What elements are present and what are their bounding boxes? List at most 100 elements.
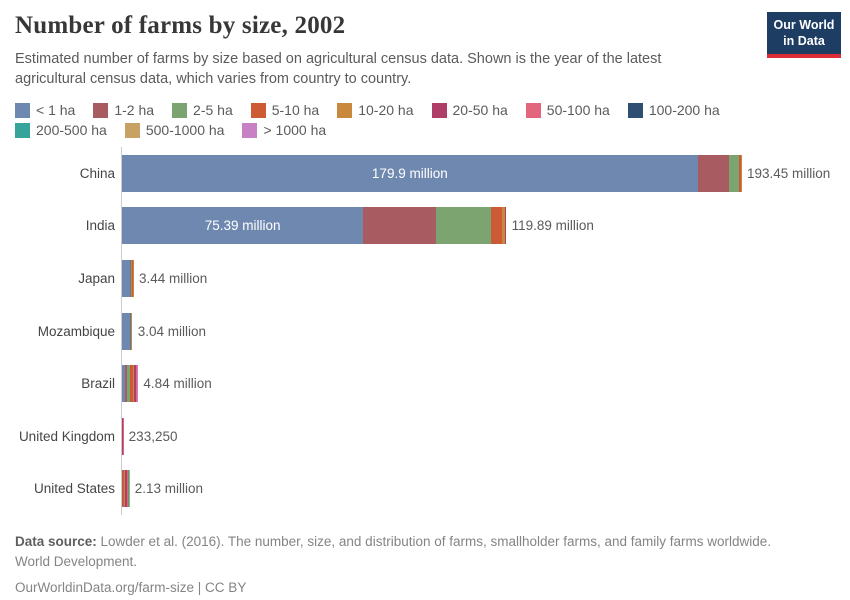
bar-segment-5-10-ha[interactable] <box>490 207 503 245</box>
total-value-label: 3.04 million <box>137 323 206 339</box>
bar-segment-2-5-ha[interactable] <box>728 154 739 192</box>
bar-segment-1-ha[interactable] <box>122 259 130 297</box>
total-value-label: 233,250 <box>128 428 178 444</box>
inside-bar-label: 179.9 million <box>371 165 448 181</box>
legend-swatch-20-50-ha <box>431 102 447 118</box>
stacked-bar <box>122 259 133 297</box>
plot-area: 179.9 million 193.45 million <box>121 147 835 200</box>
stacked-bar <box>122 365 138 403</box>
bar-row-united-states: United States 2.13 million <box>15 462 835 516</box>
legend-swatch-5-10-ha <box>250 102 266 118</box>
legend-item-1000-ha[interactable]: > 1000 ha <box>242 122 326 138</box>
bar-segment-1-2-ha[interactable] <box>125 365 128 403</box>
plot-area: 3.44 million <box>121 252 835 305</box>
legend-swatch-100-200-ha <box>627 102 643 118</box>
bar-segment-1-ha[interactable] <box>122 365 126 403</box>
legend-item-500-1000-ha[interactable]: 500-1000 ha <box>124 122 225 138</box>
stacked-bar <box>122 470 129 508</box>
bar-row-china: China 179.9 million 193.45 million <box>15 147 835 200</box>
legend-swatch-1000-ha <box>242 122 258 138</box>
legend-swatch-50-100-ha <box>525 102 541 118</box>
legend-item-label: 100-200 ha <box>648 102 720 118</box>
plot-area: 233,250 <box>121 409 835 463</box>
legend-swatch-200-500-ha <box>15 122 30 138</box>
legend-item-50-100-ha[interactable]: 50-100 ha <box>525 102 610 118</box>
plot-area: 2.13 million <box>121 462 835 516</box>
country-label: United States <box>33 481 115 497</box>
total-value-label: 193.45 million <box>746 165 831 181</box>
bar-segment-1-ha[interactable]: 179.9 million <box>122 154 698 192</box>
legend-item-10-20-ha[interactable]: 10-20 ha <box>337 102 414 118</box>
bar-segment-1-ha[interactable] <box>122 312 130 350</box>
bar-segment-1-2-ha[interactable] <box>697 154 729 192</box>
bar-segment-1-2-ha[interactable] <box>129 259 132 297</box>
bar-segment-1-2-ha[interactable] <box>129 312 132 350</box>
stacked-bar <box>122 417 123 455</box>
bar-segment-5-10-ha[interactable] <box>123 470 125 508</box>
owid-logo: Our World in Data <box>767 12 841 59</box>
bar-segment-5-10-ha[interactable] <box>130 365 133 403</box>
legend-item-20-50-ha[interactable]: 20-50 ha <box>431 102 508 118</box>
bar-segment-2-5-ha[interactable] <box>435 207 491 245</box>
legend-item-label: 200-500 ha <box>36 122 107 138</box>
plot-area: 3.04 million <box>121 304 835 358</box>
bar-row-united-kingdom: United Kingdom 233,250 <box>15 409 835 463</box>
legend: < 1 ha 1-2 ha 2-5 ha 5-10 ha 10-20 ha 20-50 h… <box>15 102 805 138</box>
bar-segment-1-2-ha[interactable] <box>363 207 436 245</box>
country-label: Japan <box>78 270 115 286</box>
bar-segment-2-5-ha[interactable] <box>131 259 133 297</box>
footer-link-line[interactable]: OurWorldinData.org/farm-size | CC BY <box>15 580 247 596</box>
bar-segment-1-ha[interactable]: 75.39 million <box>122 207 364 245</box>
country-label: United Kingdom <box>18 428 115 444</box>
legend-item-label: < 1 ha <box>36 102 76 118</box>
legend-item-label: 50-100 ha <box>546 102 610 118</box>
owid-logo-line2: in Data <box>783 33 825 48</box>
legend-swatch-2-5-ha <box>172 102 188 118</box>
bar-segment-50-100-ha[interactable] <box>135 365 137 403</box>
bar-segment-2-5-ha[interactable] <box>127 365 131 403</box>
bar-segment-10-20-ha[interactable] <box>124 470 126 508</box>
legend-swatch-500-1000-ha <box>124 122 140 138</box>
legend-item-label: 500-1000 ha <box>145 122 225 138</box>
legend-item-1-2-ha[interactable]: 1-2 ha <box>93 102 154 118</box>
total-value-label: 4.84 million <box>143 376 212 392</box>
bar-segment-5-10-ha[interactable] <box>738 154 741 192</box>
page-subtitle: Estimated number of farms by size based … <box>15 51 662 87</box>
bar-segment-10-20-ha[interactable] <box>132 365 135 403</box>
legend-item-label: 10-20 ha <box>358 102 414 118</box>
bar-row-mozambique: Mozambique 3.04 million <box>15 304 835 358</box>
bar-segment-100-200-ha[interactable] <box>127 470 129 508</box>
total-value-label: 3.44 million <box>138 270 208 286</box>
legend-item-label: 2-5 ha <box>193 102 233 118</box>
inside-bar-label: 75.39 million <box>204 218 281 234</box>
legend-item-200-500-ha[interactable]: 200-500 ha <box>15 122 107 138</box>
legend-item-1-ha[interactable]: < 1 ha <box>15 102 75 118</box>
bar-segment-2-5-ha[interactable] <box>122 470 124 508</box>
data-source-line: Data source: Lowder et al. (2016). The n… <box>15 532 790 571</box>
country-label: Mozambique <box>37 323 115 339</box>
footer: Data source: Lowder et al. (2016). The n… <box>15 532 835 598</box>
plot-area: 4.84 million <box>121 357 835 410</box>
legend-item-label: 20-50 ha <box>452 102 508 118</box>
total-value-label: 119.89 million <box>511 218 594 234</box>
country-label: India <box>85 218 115 234</box>
legend-item-label: 1-2 ha <box>114 102 155 118</box>
page-title: Number of farms by size, 2002 <box>15 12 346 39</box>
legend-swatch-1-2-ha <box>93 102 109 118</box>
legend-item-2-5-ha[interactable]: 2-5 ha <box>172 102 233 118</box>
legend-swatch-1-ha <box>15 102 30 118</box>
bar-segment-10-20-ha[interactable] <box>502 207 505 245</box>
total-value-label: 2.13 million <box>134 481 204 497</box>
legend-item-label: 5-10 ha <box>271 102 320 118</box>
bar-segment-50-100-ha[interactable] <box>126 470 128 508</box>
legend-item-5-10-ha[interactable]: 5-10 ha <box>250 102 320 118</box>
bar-segment-20-50-ha[interactable] <box>125 470 127 508</box>
bar-row-india: India 75.39 million 119.89 million <box>15 199 835 253</box>
bar-segment-20-50-ha[interactable] <box>504 207 506 245</box>
legend-item-100-200-ha[interactable]: 100-200 ha <box>627 102 720 118</box>
legend-item-label: > 1000 ha <box>263 122 327 138</box>
chart: China 179.9 million 193.45 million India 75.… <box>15 147 835 516</box>
owid-logo-line1: Our World <box>773 18 835 32</box>
bar-segment-20-50-ha[interactable] <box>134 365 136 403</box>
